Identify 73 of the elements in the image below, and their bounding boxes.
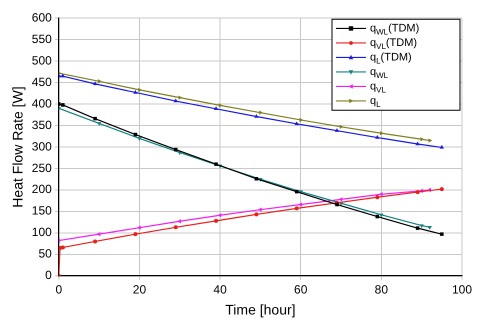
point [340, 124, 344, 129]
point [93, 116, 97, 120]
y-tick-label: 400 [32, 96, 52, 110]
point [259, 110, 263, 115]
point [178, 95, 182, 100]
point [214, 162, 218, 166]
y-axis-title: Heat Flow Rate [W] [9, 86, 26, 208]
point [258, 208, 262, 212]
point [298, 202, 302, 207]
x-tick-label: 80 [374, 282, 388, 296]
x-tick-label: 100 [452, 282, 472, 296]
point [174, 225, 178, 230]
x-tick-label: 0 [55, 282, 62, 296]
point [92, 81, 98, 86]
point [375, 135, 380, 139]
point [294, 206, 299, 210]
x-tick-label: 20 [132, 282, 146, 296]
point [338, 197, 342, 202]
point [416, 226, 420, 230]
point [96, 122, 102, 126]
y-tick-label: 200 [32, 182, 52, 196]
point [138, 88, 142, 92]
point [254, 114, 259, 118]
point [428, 226, 432, 230]
point [334, 128, 340, 132]
y-tick-label: 600 [32, 10, 52, 25]
point [428, 138, 432, 143]
y-tick-label: 150 [32, 204, 52, 218]
y-tick-label: 450 [32, 74, 52, 89]
point [174, 98, 178, 102]
y-tick-label: 350 [32, 118, 52, 132]
point [96, 232, 100, 236]
y-tick-label: 250 [32, 160, 52, 175]
point [214, 218, 218, 223]
y-tick-label: 100 [32, 225, 52, 240]
y-tick-label: 300 [32, 139, 52, 154]
y-tick-label: 0 [45, 268, 52, 282]
point [93, 239, 98, 244]
point [134, 132, 138, 136]
x-axis-title: Time [hour] [225, 301, 296, 318]
y-tick-label: 550 [32, 32, 52, 46]
point [299, 118, 304, 122]
point [61, 103, 65, 107]
point [380, 131, 384, 136]
point [98, 79, 102, 84]
point [214, 106, 218, 110]
point [294, 190, 298, 194]
point [218, 103, 223, 108]
point [60, 245, 65, 250]
point [133, 232, 138, 236]
point [60, 74, 66, 78]
point [420, 224, 424, 228]
x-tick-label: 60 [294, 282, 308, 296]
point [375, 195, 380, 200]
point [416, 190, 420, 194]
point [379, 214, 384, 218]
point [254, 212, 258, 216]
point [415, 141, 420, 146]
y-tick-label: 500 [32, 53, 52, 68]
point [218, 213, 222, 218]
point [174, 148, 178, 152]
point [440, 187, 444, 192]
point [177, 219, 182, 224]
point [440, 232, 444, 236]
point [376, 214, 380, 218]
point [137, 137, 142, 141]
point [254, 177, 258, 181]
point [420, 137, 424, 142]
y-tick-label: 50 [38, 246, 52, 261]
point [378, 192, 383, 196]
point [294, 121, 299, 126]
point [440, 144, 444, 149]
x-tick-label: 40 [213, 282, 228, 296]
